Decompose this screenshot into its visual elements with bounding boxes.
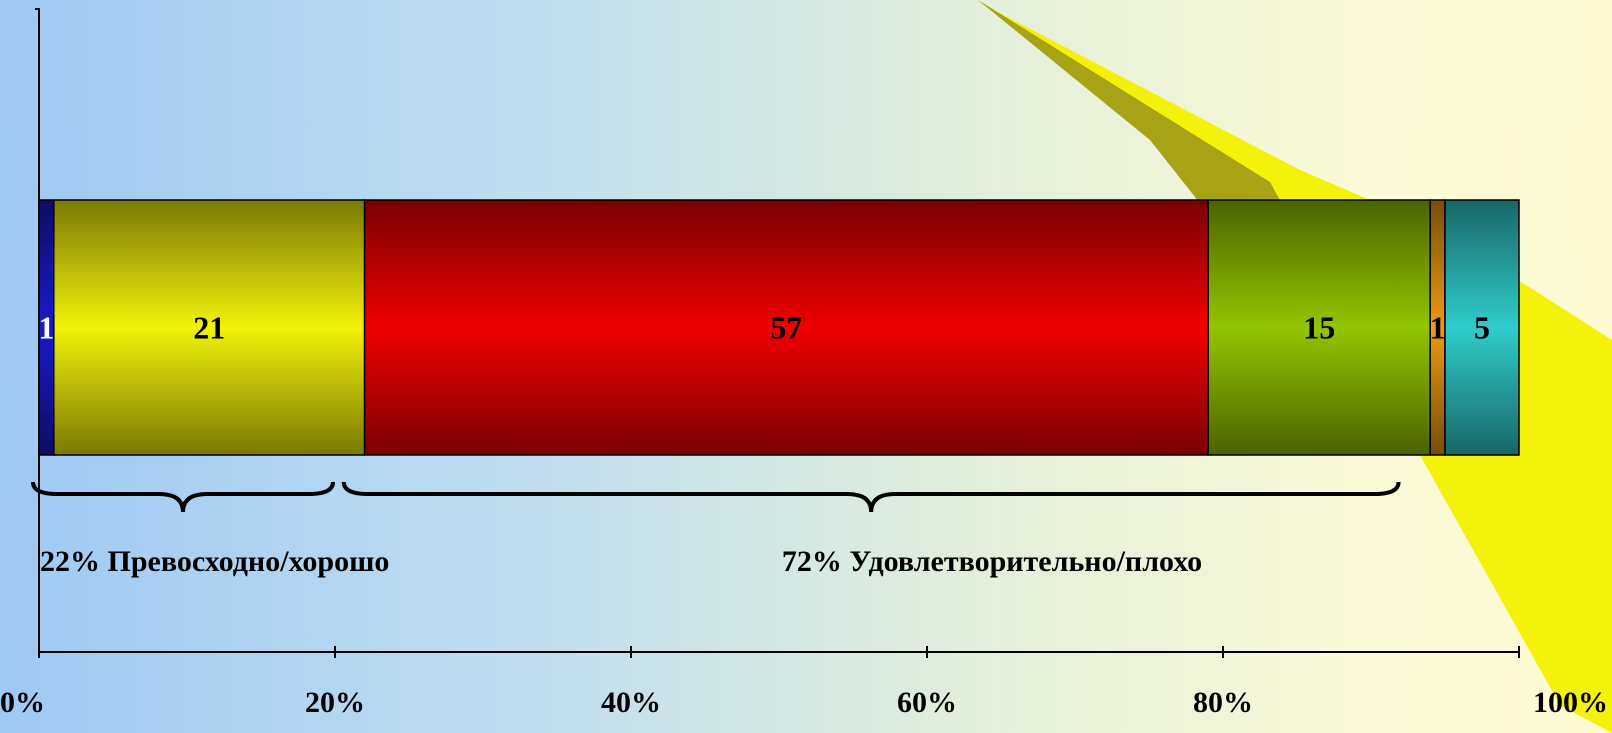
bar-segment-6 <box>1444 199 1520 456</box>
x-tick-label: 80% <box>1193 686 1253 719</box>
group-brace-2 <box>341 481 1401 513</box>
data-label-4: 15 <box>1303 310 1335 346</box>
group-label-1: 22% Превосходно/хорошо <box>40 545 389 578</box>
x-tick-label: 20% <box>305 686 365 719</box>
data-label-6: 5 <box>1474 310 1490 346</box>
x-tick-label: 60% <box>897 686 957 719</box>
data-label-3: 57 <box>770 310 802 346</box>
bar-segment-3 <box>363 199 1209 456</box>
data-label-2: 21 <box>193 310 225 346</box>
group-brace-1 <box>31 481 335 513</box>
x-axis-ticks: 0% 20% 40% 60% 80% 100% <box>0 646 1608 719</box>
group-label-2: 72% Удовлетворительно/плохо <box>782 545 1202 578</box>
stacked-bar: 1 21 57 15 1 5 <box>38 199 1520 456</box>
data-label-1: 1 <box>38 310 54 346</box>
x-tick-label: 40% <box>601 686 661 719</box>
x-tick-label: 0% <box>0 686 45 719</box>
bar-segment-2 <box>53 199 366 456</box>
data-label-5: 1 <box>1430 310 1446 346</box>
bar-segment-4 <box>1207 199 1431 456</box>
x-tick-label: 100% <box>1533 686 1608 719</box>
group-annotations: 22% Превосходно/хорошо 72% Удовлетворител… <box>31 481 1401 578</box>
